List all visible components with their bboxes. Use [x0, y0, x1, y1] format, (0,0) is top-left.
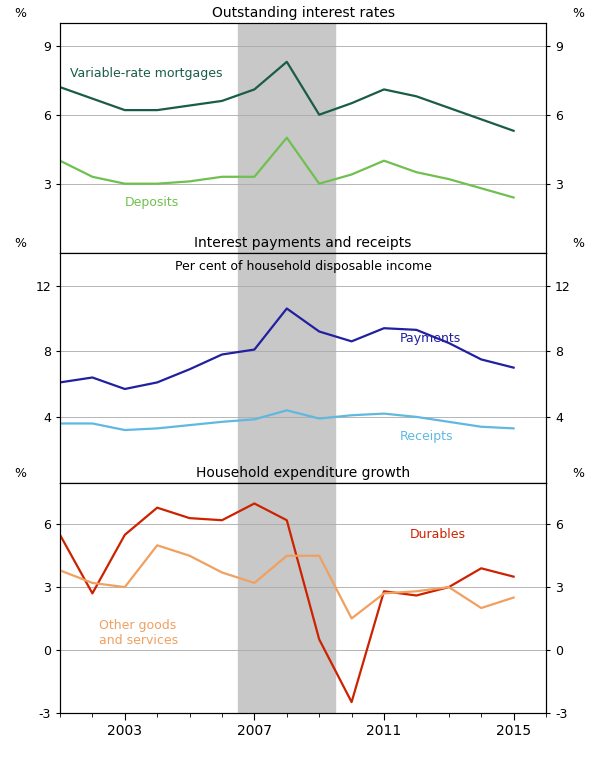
Text: Other goods
and services: Other goods and services — [99, 619, 178, 647]
Text: Outstanding interest rates: Outstanding interest rates — [212, 6, 395, 20]
Text: %: % — [14, 8, 26, 20]
Text: Durables: Durables — [410, 528, 466, 541]
Text: Interest payments and receipts: Interest payments and receipts — [194, 236, 412, 250]
Text: Household expenditure growth: Household expenditure growth — [196, 466, 410, 481]
Text: Per cent of household disposable income: Per cent of household disposable income — [175, 259, 431, 273]
Bar — [238, 252, 335, 483]
Text: Receipts: Receipts — [400, 430, 454, 443]
Text: %: % — [14, 237, 26, 250]
Text: %: % — [573, 237, 585, 250]
Text: %: % — [14, 467, 26, 481]
Bar — [238, 23, 335, 252]
Text: Deposits: Deposits — [125, 196, 179, 208]
Text: %: % — [573, 8, 585, 20]
Text: Variable-rate mortgages: Variable-rate mortgages — [70, 67, 222, 80]
Bar — [238, 483, 335, 713]
Text: Payments: Payments — [400, 331, 461, 345]
Text: %: % — [573, 467, 585, 481]
